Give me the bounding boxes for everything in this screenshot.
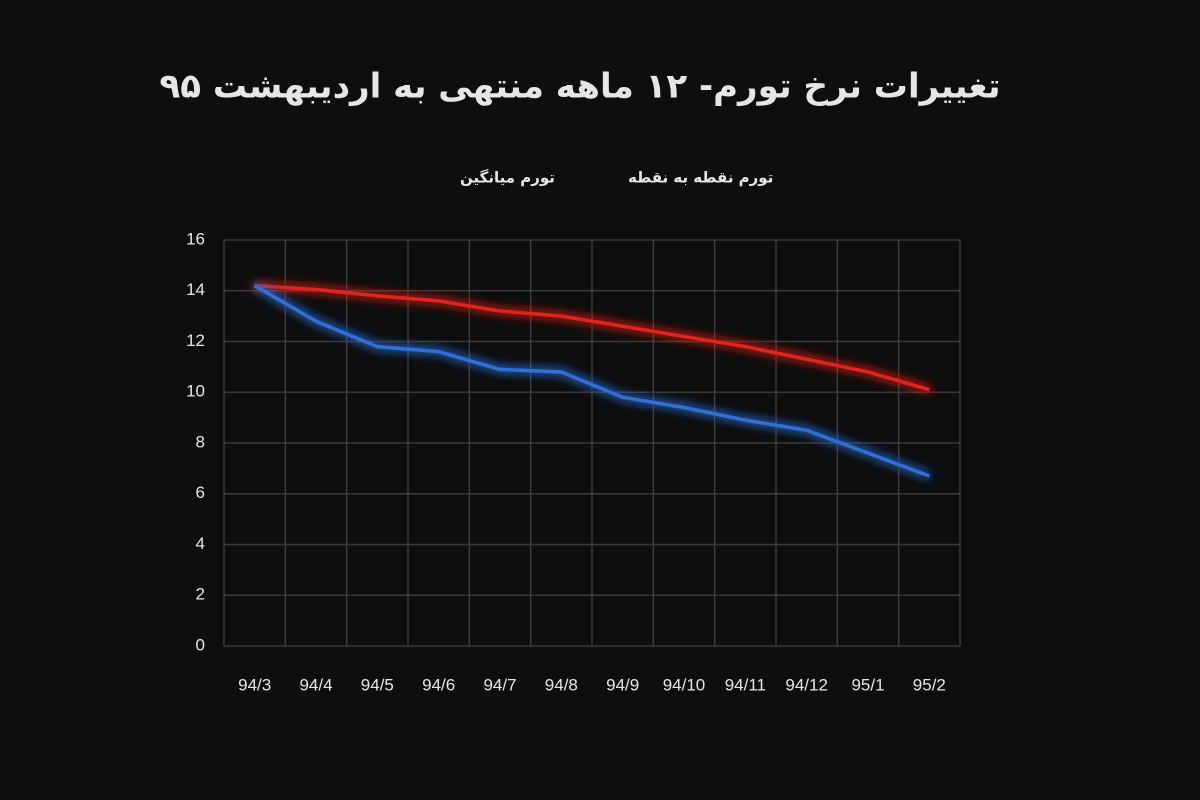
x-tick-label: 94/8 [545, 675, 578, 694]
y-tick-label: 4 [196, 534, 205, 553]
series-line [254, 283, 930, 392]
x-tick-label: 95/2 [913, 675, 946, 694]
x-tick-label: 95/1 [851, 675, 884, 694]
y-tick-label: 2 [196, 585, 205, 604]
x-tick-label: 94/3 [238, 675, 271, 694]
x-tick-label: 94/11 [725, 675, 766, 694]
x-tick-label: 94/6 [422, 675, 455, 694]
x-tick-label: 94/12 [785, 675, 828, 694]
x-tick-label: 94/4 [299, 675, 332, 694]
legend-label: تورم میانگین [460, 169, 555, 187]
y-tick-label: 12 [186, 331, 205, 350]
y-tick-label: 10 [186, 382, 205, 401]
series-line [253, 284, 930, 478]
y-tick-label: 8 [196, 432, 205, 451]
y-tick-label: 6 [196, 483, 205, 502]
x-tick-label: 94/9 [606, 675, 639, 694]
chart-title: تغییرات نرخ تورم- ۱۲ ماهه منتهی به اردیب… [160, 67, 1001, 107]
legend-label: تورم نقطه به نقطه [628, 169, 773, 187]
x-tick-label: 94/10 [663, 675, 706, 694]
y-tick-label: 14 [186, 280, 205, 299]
y-tick-label: 0 [196, 635, 205, 654]
x-tick-label: 94/5 [361, 675, 394, 694]
x-tick-label: 94/7 [483, 675, 516, 694]
y-tick-label: 16 [186, 229, 205, 248]
